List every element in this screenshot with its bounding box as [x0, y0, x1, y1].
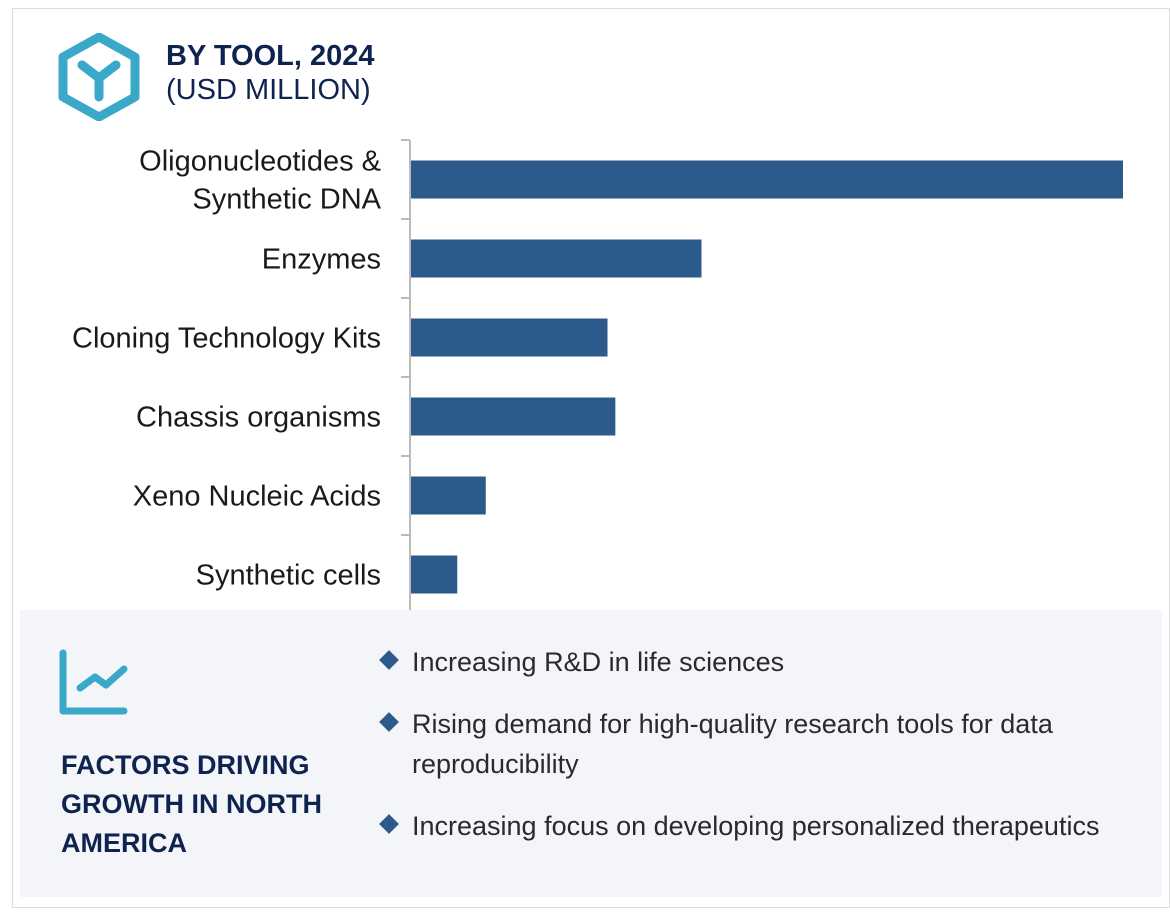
factors-list: Increasing R&D in life sciences Rising d… [378, 642, 1138, 868]
factor-item: Increasing focus on developing personali… [378, 806, 1138, 846]
category-label: Xeno Nucleic Acids [133, 481, 381, 513]
bar [411, 555, 458, 594]
factor-item: Increasing R&D in life sciences [378, 642, 1138, 682]
diamond-bullet-icon [379, 814, 399, 834]
factors-panel [20, 610, 1162, 897]
factor-item: Rising demand for high-quality research … [378, 704, 1138, 784]
bar [411, 160, 1123, 199]
factor-text: Increasing focus on developing personali… [412, 811, 1100, 841]
factors-heading: FACTORS DRIVING GROWTH IN NORTH AMERICA [61, 750, 322, 858]
category-label: Oligonucleotides & Synthetic DNA [139, 146, 381, 216]
bar [411, 397, 616, 436]
bar [411, 476, 486, 515]
factor-text: Increasing R&D in life sciences [412, 647, 785, 677]
bar [411, 318, 608, 357]
category-label: Chassis organisms [136, 402, 381, 434]
diamond-bullet-icon [379, 712, 399, 732]
factor-text: Rising demand for high-quality research … [412, 709, 1053, 779]
bar [411, 239, 702, 278]
trend-chart-icon [59, 649, 128, 715]
chart-subtitle: (USD MILLION) [166, 74, 371, 106]
bar-chart: Oligonucleotides & Synthetic DNA Enzymes Cl… [72, 139, 1123, 613]
category-label: Cloning Technology Kits [72, 323, 381, 355]
diamond-bullet-icon [379, 650, 399, 670]
category-label: Enzymes [262, 244, 381, 276]
chart-title: BY TOOL, 2024 [166, 40, 375, 72]
hexagon-y-icon [58, 33, 140, 121]
category-label: Synthetic cells [196, 560, 381, 592]
